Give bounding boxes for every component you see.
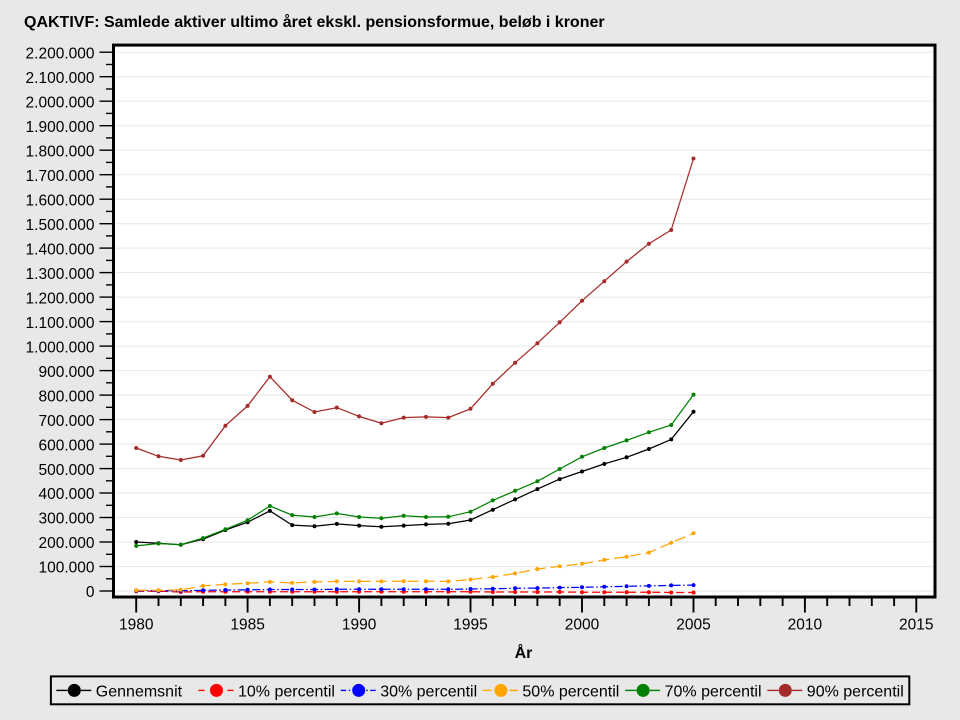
svg-text:400.000: 400.000 [38, 486, 94, 503]
svg-text:600.000: 600.000 [38, 437, 94, 454]
svg-text:1980: 1980 [119, 617, 154, 634]
svg-text:QAKTIVF: Samlede aktiver ultim: QAKTIVF: Samlede aktiver ultimo året eks… [24, 13, 605, 31]
svg-text:300.000: 300.000 [38, 511, 94, 528]
svg-text:500.000: 500.000 [38, 462, 94, 479]
svg-text:2015: 2015 [899, 617, 933, 634]
svg-text:1995: 1995 [453, 617, 487, 634]
svg-text:100.000: 100.000 [38, 560, 94, 577]
svg-text:1985: 1985 [230, 617, 264, 634]
svg-text:2.200.000: 2.200.000 [26, 45, 95, 62]
svg-text:2000: 2000 [565, 617, 600, 634]
svg-text:90% percentil: 90% percentil [807, 683, 904, 700]
svg-text:800.000: 800.000 [38, 388, 94, 405]
svg-text:50% percentil: 50% percentil [522, 683, 619, 700]
svg-text:2005: 2005 [676, 617, 710, 634]
svg-text:1.600.000: 1.600.000 [26, 192, 95, 209]
svg-text:1.900.000: 1.900.000 [26, 119, 95, 136]
svg-text:10% percentil: 10% percentil [238, 683, 335, 700]
svg-text:200.000: 200.000 [38, 535, 94, 552]
svg-text:900.000: 900.000 [38, 364, 94, 381]
svg-text:1.000.000: 1.000.000 [26, 339, 95, 356]
svg-text:1.700.000: 1.700.000 [26, 168, 95, 185]
svg-text:70% percentil: 70% percentil [665, 683, 762, 700]
svg-text:30% percentil: 30% percentil [380, 683, 477, 700]
svg-text:2010: 2010 [788, 617, 823, 634]
svg-text:1.200.000: 1.200.000 [26, 290, 95, 307]
svg-text:1.500.000: 1.500.000 [26, 217, 95, 234]
svg-text:1.100.000: 1.100.000 [26, 315, 95, 332]
svg-text:1.800.000: 1.800.000 [26, 143, 95, 160]
svg-text:År: År [515, 643, 533, 662]
svg-text:700.000: 700.000 [38, 413, 94, 430]
svg-text:2.100.000: 2.100.000 [26, 70, 95, 87]
svg-text:2.000.000: 2.000.000 [26, 94, 95, 111]
svg-text:1.300.000: 1.300.000 [26, 266, 95, 283]
svg-text:Gennemsnit: Gennemsnit [96, 683, 183, 700]
svg-text:1990: 1990 [342, 617, 377, 634]
svg-text:0: 0 [86, 584, 95, 601]
svg-text:1.400.000: 1.400.000 [26, 241, 95, 258]
